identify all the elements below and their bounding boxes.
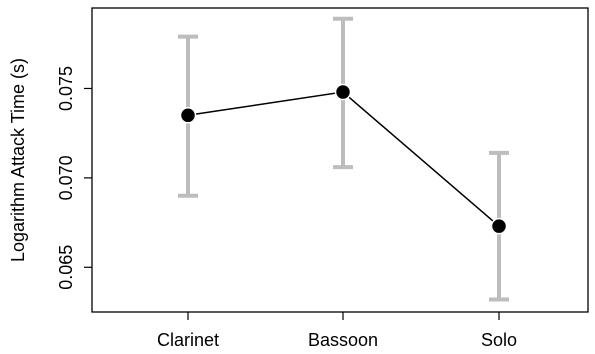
y-tick-label: 0.065 [56, 245, 76, 290]
data-points [179, 83, 508, 235]
x-tick-label: Bassoon [308, 330, 378, 350]
y-tick-label: 0.075 [56, 66, 76, 111]
error-bars [178, 16, 509, 302]
data-point [490, 217, 508, 235]
x-tick-label: Clarinet [157, 330, 219, 350]
y-axis-title: Logarithm Attack Time (s) [8, 58, 28, 262]
x-tick-label: Solo [481, 330, 517, 350]
y-tick-label: 0.070 [56, 155, 76, 200]
data-point [334, 83, 352, 101]
y-axis: 0.065 0.070 0.075 [56, 66, 92, 290]
plot-frame [91, 7, 589, 313]
data-point [179, 107, 197, 124]
x-axis: Clarinet Bassoon Solo [157, 312, 517, 350]
